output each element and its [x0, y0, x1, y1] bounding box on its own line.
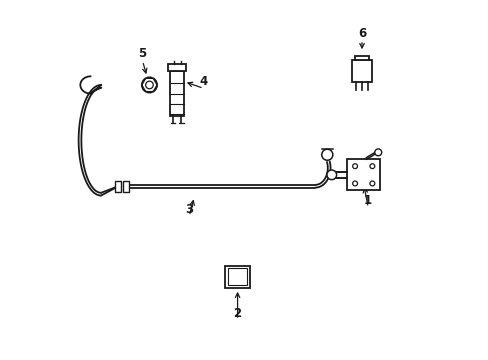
Text: 3: 3 — [185, 203, 193, 216]
Text: 5: 5 — [138, 48, 146, 60]
Circle shape — [142, 77, 157, 93]
Bar — [228, 268, 246, 285]
Circle shape — [145, 81, 153, 89]
Circle shape — [352, 164, 357, 168]
Text: 2: 2 — [233, 307, 241, 320]
Circle shape — [369, 181, 374, 186]
Bar — [114, 181, 121, 192]
Bar — [225, 266, 249, 288]
Text: 1: 1 — [364, 194, 371, 207]
Bar — [346, 159, 379, 190]
Text: 4: 4 — [199, 75, 207, 88]
Circle shape — [352, 181, 357, 186]
Circle shape — [369, 164, 374, 168]
Circle shape — [374, 149, 381, 156]
Bar — [170, 71, 183, 116]
Text: 6: 6 — [357, 27, 366, 40]
Circle shape — [321, 149, 332, 160]
Circle shape — [326, 170, 336, 180]
Bar — [352, 60, 371, 82]
Bar — [122, 181, 129, 192]
Bar — [168, 64, 185, 71]
Bar — [354, 56, 368, 60]
